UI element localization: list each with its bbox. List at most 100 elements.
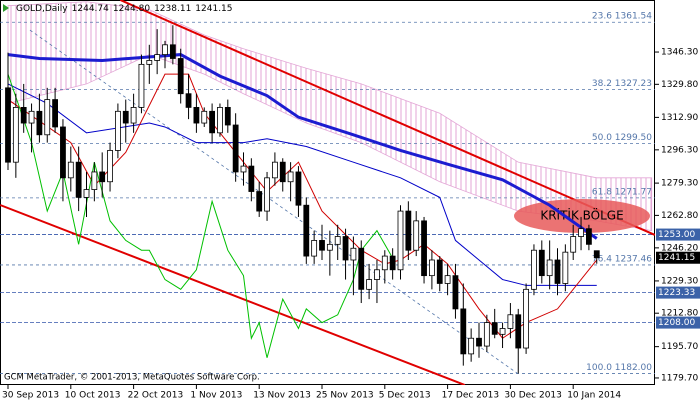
current-price-label: 1241.15 bbox=[658, 253, 695, 263]
candle-body bbox=[311, 240, 318, 257]
candle-body bbox=[413, 220, 420, 251]
candle-body bbox=[5, 87, 11, 163]
level-label: 1223.33 bbox=[658, 288, 695, 298]
candle-body bbox=[303, 204, 310, 257]
candle-body bbox=[515, 314, 522, 349]
candle-body bbox=[99, 171, 106, 183]
indicator-line bbox=[7, 83, 597, 286]
y-tick-label: 1329.80 bbox=[661, 80, 698, 90]
y-tick-label: 1312.90 bbox=[661, 113, 698, 123]
y-tick-label: 1212.80 bbox=[661, 309, 698, 319]
candle-body bbox=[162, 44, 168, 55]
candle-body bbox=[491, 322, 498, 335]
candle-body bbox=[279, 161, 286, 183]
candle-body bbox=[75, 161, 82, 198]
chart-header: GOLD,Daily 1244.74 1244.80 1238.11 1241.15 bbox=[16, 4, 233, 14]
indicator-line bbox=[7, 73, 598, 339]
candle-body bbox=[507, 314, 514, 329]
candle-body bbox=[350, 247, 357, 261]
level-label: 1208.00 bbox=[658, 318, 695, 328]
candle-body bbox=[570, 236, 577, 253]
candle-body bbox=[138, 63, 145, 108]
candle-body bbox=[421, 220, 427, 277]
candle-body bbox=[287, 171, 294, 183]
annotation: KRİTİK BÖLGE bbox=[540, 207, 623, 223]
candle-body bbox=[130, 107, 137, 124]
candle-body bbox=[52, 99, 58, 128]
candle-body bbox=[20, 107, 27, 124]
fibo-label: 50.0 1299.50 bbox=[592, 133, 652, 143]
trendline bbox=[29, 29, 521, 376]
trendline bbox=[119, 0, 655, 236]
fibo-label: 38.2 1327.23 bbox=[592, 79, 652, 89]
candle-body bbox=[523, 288, 529, 349]
candle-body bbox=[115, 110, 121, 151]
axes: 1253.00 1223.33 1208.00 1346.30 1329.80 1312.… bbox=[2, 4, 700, 401]
level-tag bbox=[656, 286, 700, 299]
ichimoku-cloud bbox=[7, 1, 653, 232]
candle-body bbox=[201, 110, 208, 124]
candle-body bbox=[12, 107, 19, 163]
current-price-tag bbox=[656, 251, 700, 264]
x-tick-label: 13 Nov 2013 bbox=[253, 391, 311, 401]
candle-body bbox=[428, 259, 435, 277]
fibo-label: 76.4 1237.46 bbox=[592, 254, 652, 264]
candle-body bbox=[444, 275, 451, 284]
candle-body bbox=[28, 110, 35, 124]
candle-body bbox=[358, 247, 365, 290]
x-tick-label: 17 Dec 2013 bbox=[442, 391, 500, 401]
y-tick-label: 1279.30 bbox=[661, 179, 698, 189]
header-value: 1238.11 bbox=[154, 4, 191, 14]
x-tick-label: 1 Nov 2013 bbox=[190, 391, 242, 401]
candle-body bbox=[67, 161, 74, 179]
candle-body bbox=[271, 161, 278, 179]
candle-body bbox=[319, 240, 325, 251]
candle-body bbox=[452, 275, 459, 310]
header-value: GOLD,Daily bbox=[16, 4, 68, 14]
level-tag bbox=[656, 316, 700, 329]
candle-body bbox=[264, 177, 270, 212]
candle-body bbox=[554, 259, 561, 284]
candle-body bbox=[185, 93, 192, 108]
candle-body bbox=[460, 308, 467, 355]
level-label: 1253.00 bbox=[658, 230, 695, 240]
y-tick-label: 1229.30 bbox=[661, 276, 698, 286]
x-tick-label: 10 Oct 2013 bbox=[65, 391, 121, 401]
y-tick-label: 1195.70 bbox=[661, 342, 698, 352]
x-tick-label: 25 Nov 2013 bbox=[316, 391, 374, 401]
x-tick-label: 30 Dec 2013 bbox=[504, 391, 562, 401]
candle-body bbox=[146, 60, 153, 65]
candle-body bbox=[468, 337, 475, 355]
candle-body bbox=[256, 191, 263, 212]
plot-area: 23.6 1361.54 38.2 1327.23 50.0 1299.50 61.8… bbox=[0, 0, 655, 385]
candle-body bbox=[91, 171, 98, 190]
candle-body bbox=[586, 228, 592, 245]
y-tick-label: 1346.30 bbox=[661, 48, 698, 58]
candle-body bbox=[531, 249, 537, 290]
level-tag bbox=[656, 228, 700, 241]
header-value: 1241.15 bbox=[195, 4, 232, 14]
candle-body bbox=[154, 54, 161, 61]
candle-body bbox=[538, 249, 545, 277]
candle-body bbox=[593, 250, 600, 259]
candle-body bbox=[83, 189, 90, 198]
candle-body bbox=[499, 328, 506, 335]
x-tick-label: 30 Sep 2013 bbox=[2, 391, 59, 401]
candle-body bbox=[224, 107, 231, 126]
y-tick-label: 1246.20 bbox=[661, 243, 698, 253]
candle-body bbox=[397, 210, 404, 271]
trendline bbox=[0, 204, 466, 385]
candle-body bbox=[374, 269, 380, 280]
candle-body bbox=[562, 251, 569, 284]
header-value: 1244.80 bbox=[113, 4, 150, 14]
candle-body bbox=[483, 322, 490, 347]
candle-body bbox=[476, 337, 482, 347]
indicator-line bbox=[7, 53, 598, 240]
header-icon bbox=[3, 4, 9, 12]
candle-body bbox=[107, 150, 113, 183]
candle-body bbox=[381, 255, 388, 271]
candle-body bbox=[334, 236, 341, 245]
fibo-label: 23.6 1361.54 bbox=[592, 12, 652, 22]
x-tick-label: 10 Jan 2014 bbox=[567, 391, 621, 401]
